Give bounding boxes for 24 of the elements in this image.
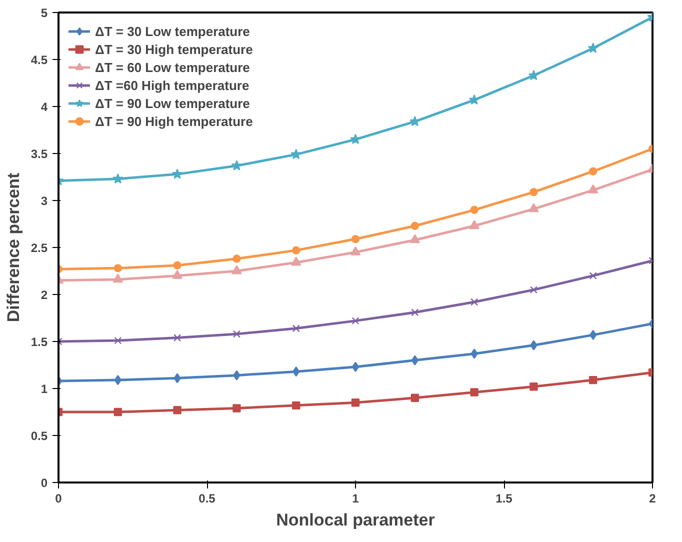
y-tick-label: 3 — [40, 194, 48, 208]
y-tick-label: 5 — [40, 6, 48, 20]
y-tick-label: 3.5 — [30, 147, 48, 161]
y-tick-label: 1 — [40, 382, 48, 396]
x-axis-title: Nonlocal parameter — [276, 510, 436, 530]
x-tick-label: 0 — [55, 492, 62, 506]
legend-label: ΔT =60 High temperature — [95, 76, 250, 94]
x-tick-label: 2 — [649, 492, 656, 506]
y-tick-label: 1.5 — [30, 335, 48, 349]
y-tick-label: 0 — [40, 476, 48, 490]
legend-label: ΔT = 30 High temperature — [95, 40, 253, 58]
x-tick-label: 0.5 — [198, 492, 216, 506]
legend-label: ΔT = 30 Low temperature — [95, 22, 250, 40]
legend-label: ΔT = 90 High temperature — [95, 112, 253, 130]
x-tick-label: 1.5 — [496, 492, 513, 506]
y-axis-title: Difference percent — [4, 172, 23, 322]
legend-label: ΔT = 60 Low temperature — [95, 58, 250, 76]
y-tick-label: 2.5 — [30, 241, 48, 255]
y-tick-label: 0.5 — [30, 429, 48, 443]
legend-label: ΔT = 90 Low temperature — [95, 94, 250, 112]
x-tick-label: 1 — [352, 492, 360, 506]
y-tick-label: 2 — [40, 288, 48, 302]
y-tick-label: 4.5 — [30, 53, 48, 67]
y-tick-label: 4 — [40, 100, 48, 114]
